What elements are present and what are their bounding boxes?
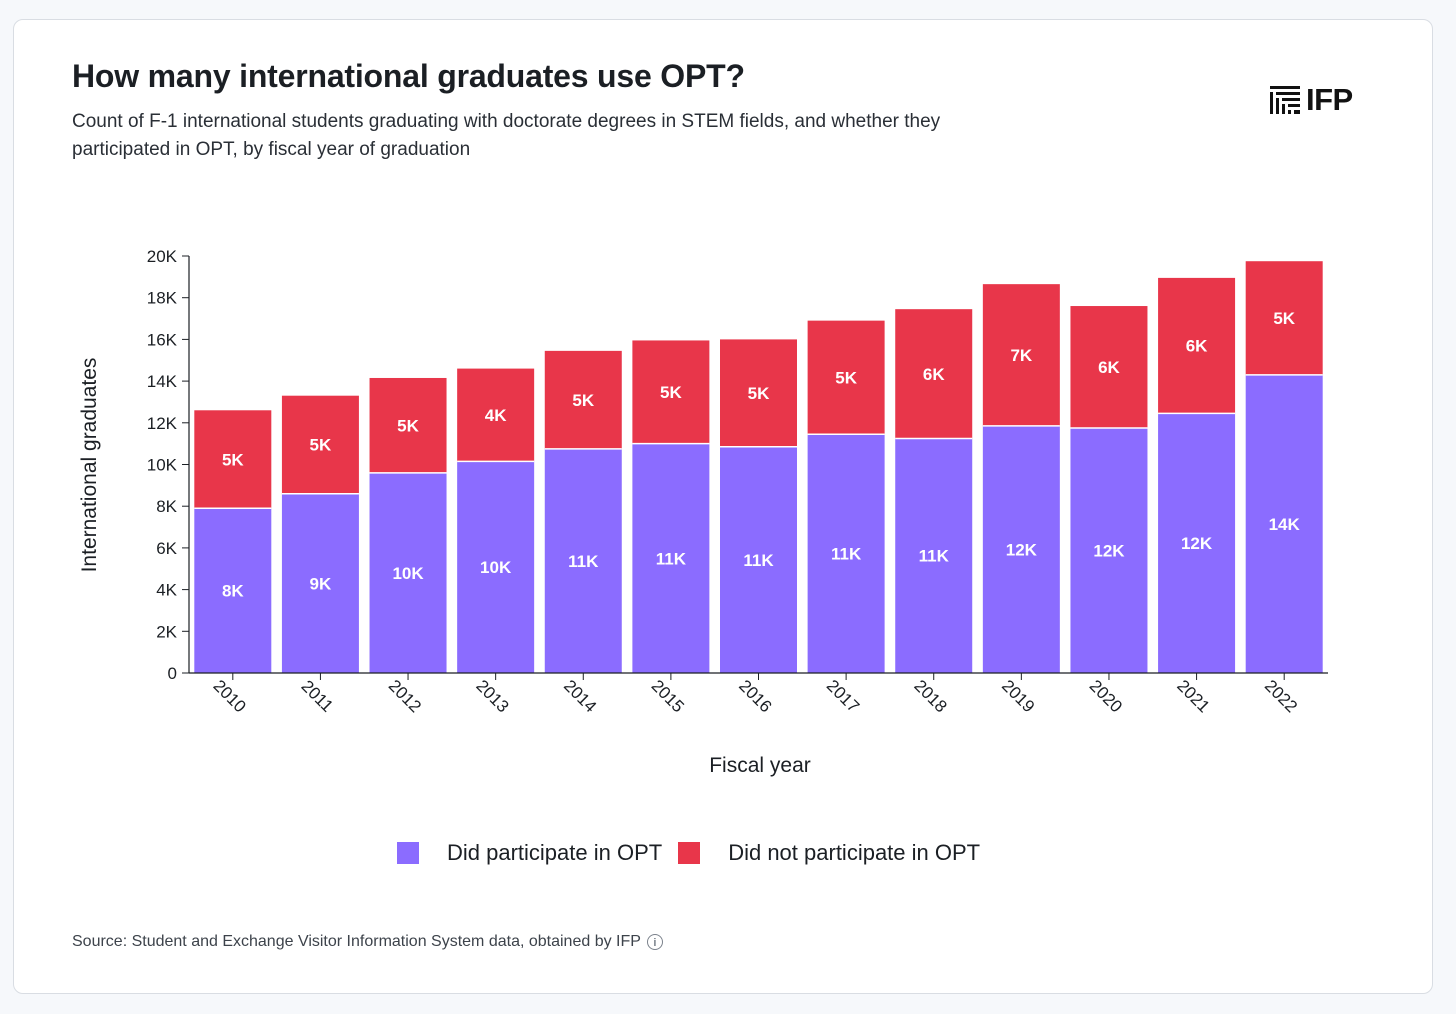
y-tick-label: 10K — [147, 456, 178, 475]
logo-text: IFP — [1306, 82, 1353, 117]
source-text: Source: Student and Exchange Visitor Inf… — [72, 933, 641, 950]
bar-participate[interactable] — [1158, 413, 1236, 673]
chart-subtitle: Count of F-1 international students grad… — [72, 111, 941, 160]
y-tick-label: 12K — [147, 414, 178, 433]
bar-value-label: 9K — [310, 574, 332, 593]
bar-not-participate[interactable] — [194, 410, 272, 509]
bar-participate[interactable] — [982, 425, 1060, 673]
legend-swatch-not-participate — [678, 842, 701, 864]
y-tick-label: 16K — [147, 330, 178, 349]
x-tick-label: 2011 — [298, 677, 337, 716]
bar-value-label: 10K — [480, 558, 512, 577]
bar-value-label: 5K — [310, 436, 332, 455]
bar-not-participate[interactable] — [1158, 277, 1236, 414]
x-tick-label: 2013 — [472, 676, 512, 716]
x-tick-label: 2016 — [735, 676, 775, 716]
x-tick-label: 2018 — [910, 676, 950, 716]
y-tick-label: 6K — [156, 539, 177, 558]
bar-value-label: 5K — [222, 450, 244, 469]
x-axis: 2010 2011 2012 2013 2014 2015 2016 2017 2018 2019… — [210, 673, 1301, 716]
bar-participate[interactable] — [720, 446, 797, 673]
bar-participate[interactable] — [632, 443, 710, 673]
bar-participate[interactable] — [457, 461, 535, 673]
bar-value-label: 5K — [835, 368, 857, 387]
y-tick-label: 18K — [147, 289, 178, 308]
y-tick-label: 14K — [147, 372, 178, 391]
bar-participate[interactable] — [281, 493, 359, 673]
legend-swatch-participate — [397, 842, 419, 864]
bar-not-participate[interactable] — [457, 368, 535, 462]
x-tick-label: 2010 — [210, 676, 250, 716]
legend: Did participate in OPT Did not participa… — [397, 840, 996, 866]
bar-not-participate[interactable] — [1245, 261, 1323, 375]
bar-value-label: 5K — [1273, 309, 1295, 328]
bar-value-label: 11K — [831, 545, 862, 564]
legend-item-not-participate[interactable]: Did not participate in OPT — [678, 840, 980, 866]
bar-value-label: 5K — [572, 391, 594, 410]
source-note: Source: Student and Exchange Visitor Inf… — [72, 933, 663, 951]
bar-participate[interactable] — [194, 508, 272, 673]
x-tick-label: 2019 — [998, 676, 1038, 716]
bar-value-label: 6K — [1098, 358, 1120, 377]
bar-not-participate[interactable] — [632, 340, 710, 444]
bar-value-label: 11K — [656, 549, 687, 568]
bar-not-participate[interactable] — [544, 350, 622, 449]
ifp-logo[interactable]: IFP — [1270, 82, 1353, 118]
x-tick-label: 2022 — [1261, 676, 1301, 716]
bar-value-label: 6K — [923, 365, 945, 384]
bar-participate[interactable] — [544, 448, 622, 673]
bar-not-participate[interactable] — [807, 320, 885, 435]
bar-value-label: 12K — [1006, 540, 1038, 559]
x-axis-label: Fiscal year — [709, 754, 811, 777]
info-icon[interactable]: i — [646, 934, 663, 950]
y-tick-label: 2K — [156, 622, 177, 641]
ifp-lines-logo-icon — [1270, 86, 1300, 114]
x-tick-label: 2021 — [1173, 676, 1213, 716]
bar-participate[interactable] — [369, 472, 447, 673]
bar-not-participate[interactable] — [895, 309, 973, 439]
bar-value-label: 6K — [1186, 337, 1208, 356]
bar-value-label: 11K — [743, 551, 774, 570]
bar-not-participate[interactable] — [720, 339, 797, 447]
y-tick-label: 8K — [156, 497, 177, 516]
bar-value-label: 5K — [660, 383, 682, 402]
y-axis-label: International graduates — [78, 358, 101, 573]
bar-not-participate[interactable] — [369, 377, 447, 473]
bar-value-label: 11K — [919, 547, 950, 566]
bar-value-label: 12K — [1093, 542, 1125, 561]
bar-value-label: 8K — [222, 582, 244, 601]
x-tick-label: 2014 — [560, 676, 600, 716]
bar-participate[interactable] — [1245, 374, 1323, 673]
bar-participate[interactable] — [895, 438, 973, 673]
y-tick-label: 0 — [168, 664, 177, 683]
chart-title: How many international graduates use OPT… — [72, 58, 745, 94]
legend-label-participate: Did participate in OPT — [447, 840, 663, 865]
y-tick-label: 4K — [156, 581, 177, 600]
y-axis: 0 2K 4K 6K 8K 10K 12K 14K 16K 18K 20K — [147, 247, 189, 683]
x-tick-label: 2015 — [648, 676, 688, 716]
x-tick-label: 2017 — [823, 676, 863, 716]
bar-value-label: 5K — [397, 416, 419, 435]
bar-participate[interactable] — [807, 434, 885, 673]
bar-not-participate[interactable] — [1070, 306, 1148, 429]
legend-label-not-participate: Did not participate in OPT — [728, 840, 981, 865]
bar-value-label: 14K — [1269, 515, 1301, 534]
bar-not-participate[interactable] — [982, 284, 1060, 426]
x-tick-label: 2012 — [385, 676, 425, 716]
bar-value-label: 11K — [568, 552, 599, 571]
bar-not-participate[interactable] — [281, 395, 359, 494]
bar-value-label: 5K — [748, 384, 770, 403]
bar-value-label: 10K — [392, 564, 424, 583]
bar-value-label: 7K — [1010, 346, 1032, 365]
bar-value-label: 4K — [485, 406, 507, 425]
bar-participate[interactable] — [1070, 428, 1148, 673]
y-tick-label: 20K — [147, 247, 178, 266]
bars-group — [194, 261, 1323, 673]
legend-item-participate[interactable]: Did participate in OPT — [397, 840, 662, 866]
bar-labels-group: 8K 5K 9K 5K 10K 5K 10K 4K 11K 5K 11K 5K 11K 5K 11K 5K 11… — [222, 309, 1301, 601]
x-tick-label: 2020 — [1086, 676, 1126, 716]
bar-value-label: 12K — [1181, 534, 1213, 553]
